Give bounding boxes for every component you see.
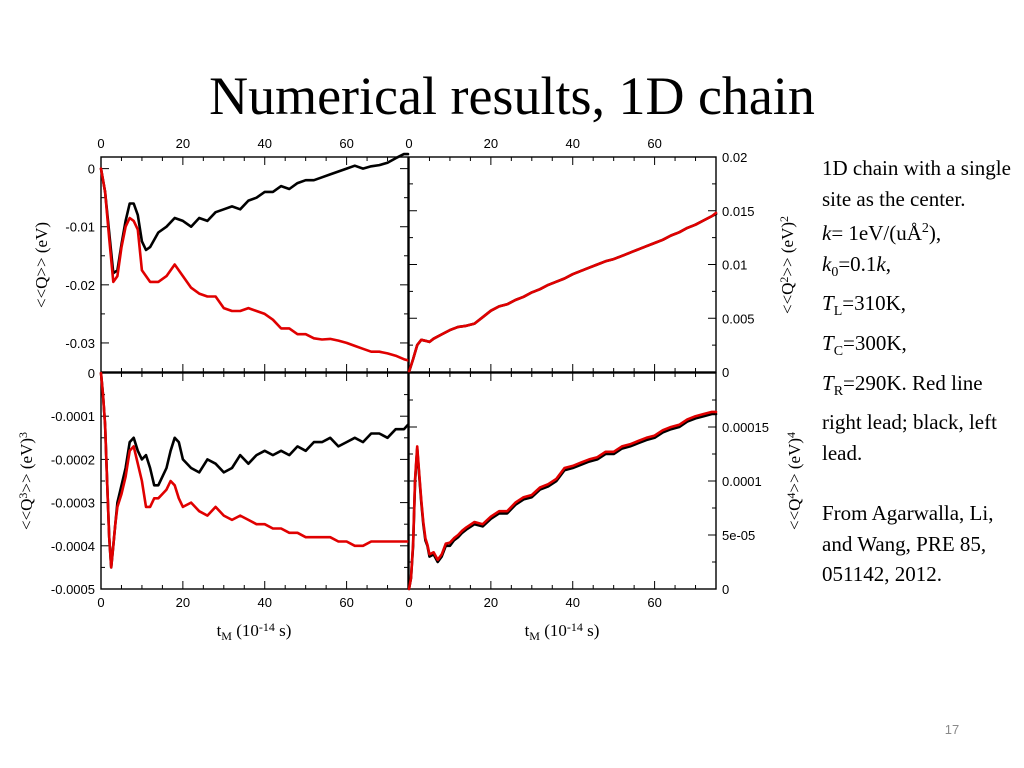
x-axis-label: tM (10-14 s): [217, 620, 292, 643]
y-tick-label: 0: [88, 162, 95, 177]
y-tick-label: -0.03: [65, 336, 95, 351]
x-tick-label: 20: [484, 595, 498, 610]
x-tick-label: 0: [405, 595, 412, 610]
slide-title: Numerical results, 1D chain: [209, 66, 815, 126]
x-tick-label: 40: [565, 595, 579, 610]
x-tick-label: 60: [647, 595, 661, 610]
y-tick-label: 0.0001: [722, 474, 762, 489]
plot-frame: [408, 372, 717, 590]
y-tick-label: -0.01: [65, 220, 95, 235]
x-tick-label: 0: [405, 136, 412, 151]
y-tick-label: 0.005: [722, 311, 755, 326]
series-line-red: [99, 371, 410, 569]
series-line-red: [407, 410, 718, 591]
y-tick-label: -0.0001: [51, 409, 95, 424]
y-tick-label: -0.0004: [51, 539, 95, 554]
x-tick-label: 60: [339, 136, 353, 151]
series-line-black: [99, 152, 410, 275]
series-line-black: [407, 412, 718, 591]
caption-line: k0=0.1k,: [822, 251, 891, 280]
plot-frame: [408, 156, 717, 373]
x-tick-label: 20: [176, 595, 190, 610]
caption-line: TR=290K. Red line right lead; black, lef…: [822, 370, 997, 465]
y-tick-label: 0: [722, 582, 729, 597]
y-tick-label: 0.02: [722, 150, 747, 165]
x-tick-label: 20: [484, 136, 498, 151]
y-axis-label: <<Q2>> (eV)2: [777, 216, 797, 314]
y-tick-label: 0: [88, 366, 95, 381]
y-tick-label: -0.0002: [51, 452, 95, 467]
x-tick-label: 40: [257, 136, 271, 151]
y-axis-label: <<Q3>> (eV)3: [16, 432, 36, 530]
caption-line: k= 1eV/(uÅ2),: [822, 221, 942, 245]
x-tick-label: 40: [565, 136, 579, 151]
page-number: 17: [944, 722, 960, 737]
y-tick-label: -0.0005: [51, 582, 95, 597]
series-line-black: [407, 212, 718, 374]
caption-line: [822, 468, 1017, 498]
caption-line: 1D chain with a single site as the cente…: [822, 156, 1011, 211]
caption-line: TL=310K,: [822, 291, 907, 320]
x-axis-label: tM (10-14 s): [525, 620, 600, 643]
y-tick-label: 0.01: [722, 258, 747, 273]
y-tick-label: 0.015: [722, 204, 755, 219]
series-line-red: [99, 167, 410, 362]
y-tick-label: 5e-05: [722, 528, 755, 543]
y-axis-label: <<Q>> (eV): [32, 222, 51, 308]
y-axis-label: <<Q4>> (eV)4: [784, 432, 804, 530]
y-tick-label: 0.00015: [722, 420, 769, 435]
x-tick-label: 60: [339, 595, 353, 610]
x-tick-label: 60: [647, 136, 661, 151]
series-line-black: [99, 371, 410, 569]
caption-line: From Agarwalla, Li, and Wang, PRE 85, 05…: [822, 501, 994, 587]
x-tick-label: 20: [176, 136, 190, 151]
caption-line: TC=300K,: [822, 330, 907, 360]
y-tick-label: -0.0003: [51, 496, 95, 511]
x-tick-label: 40: [257, 595, 271, 610]
y-tick-label: -0.02: [65, 278, 95, 293]
y-tick-label: 0: [722, 365, 729, 380]
x-tick-label: 0: [97, 136, 104, 151]
x-tick-label: 0: [97, 595, 104, 610]
figure-caption: 1D chain with a single site as the cente…: [822, 153, 1017, 590]
plot-frame: [100, 372, 409, 590]
series-line-red: [407, 211, 718, 374]
plot-frame: [100, 156, 409, 373]
